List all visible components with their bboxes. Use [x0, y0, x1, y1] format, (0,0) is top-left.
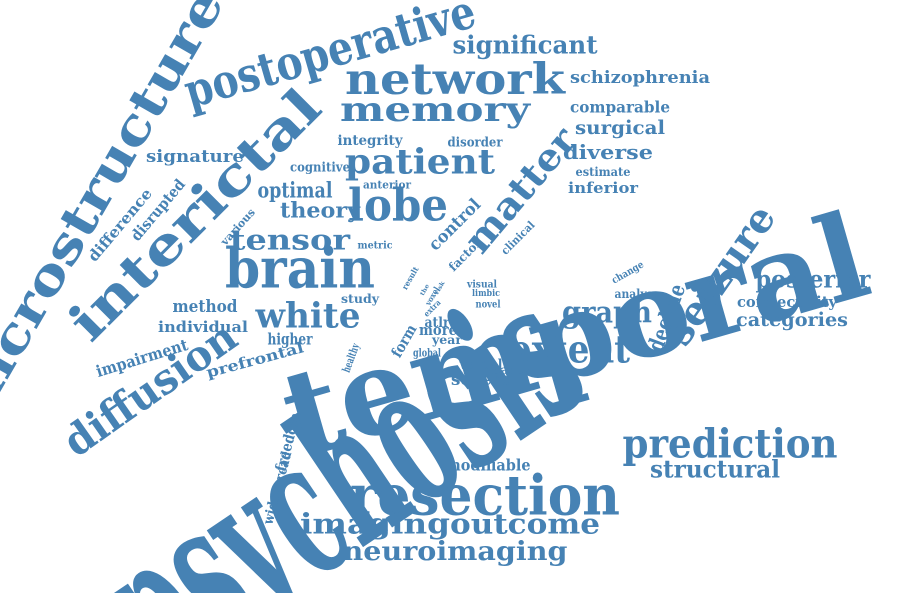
- word-result: result: [399, 264, 420, 291]
- word-based: based: [492, 363, 533, 377]
- word-optimal: optimal: [258, 178, 333, 203]
- word-surgical: surgical: [575, 117, 665, 139]
- word-verbal: verbal: [459, 357, 503, 373]
- word-structural: structural: [650, 455, 780, 484]
- word-significant: significant: [453, 31, 598, 60]
- word-more: more: [419, 321, 457, 339]
- word-diverse: diverse: [563, 140, 653, 164]
- word-year: year: [431, 333, 463, 347]
- word-schizophrenia: schizophrenia: [570, 68, 710, 88]
- word-individual: individual: [158, 318, 248, 336]
- word-analyse: analyse: [615, 287, 660, 301]
- word-graph: graph: [562, 296, 652, 331]
- word-integrity: integrity: [338, 133, 404, 149]
- word-modifiable: modifiable: [446, 456, 531, 475]
- word-tensor: tensor: [230, 224, 351, 257]
- word-prediction: prediction: [623, 421, 838, 468]
- word-cognitive: cognitive: [290, 161, 350, 176]
- word-lobe: lobe: [348, 179, 448, 232]
- word-network: network: [345, 55, 566, 105]
- word-categories: categories: [736, 309, 848, 331]
- word-memory: memory: [340, 90, 532, 130]
- word-imaging: imaging: [300, 508, 450, 541]
- word-inferior: inferior: [568, 179, 639, 197]
- word-connectivity: connectivity: [737, 293, 838, 311]
- word-patient: patient: [345, 142, 495, 183]
- word-higher: higher: [268, 330, 313, 349]
- word-signature: signature: [146, 147, 244, 167]
- word-atlr: atlr: [425, 315, 451, 331]
- word-visual: visual: [466, 280, 497, 291]
- word-brain: brain: [225, 236, 375, 301]
- word-posterior: posterior: [756, 265, 871, 294]
- word-neuroimaging: neuroimaging: [343, 537, 568, 567]
- word-limbic: limbic: [472, 289, 500, 299]
- word-anterior: anterior: [363, 179, 411, 192]
- word-global: global: [413, 347, 441, 360]
- word-disorder: disorder: [448, 136, 503, 151]
- word-study: study: [341, 292, 380, 306]
- word-extent: extent: [510, 327, 630, 372]
- word-method: method: [173, 297, 238, 317]
- word-metric: metric: [358, 241, 393, 252]
- word-theory: theory: [280, 198, 361, 223]
- word-severe: severe: [451, 370, 511, 390]
- word-comparable: comparable: [570, 98, 670, 117]
- word-resection: resection: [350, 463, 620, 528]
- word-white: white: [255, 296, 361, 337]
- word-estimate: estimate: [576, 165, 631, 179]
- word-novel: novel: [476, 300, 501, 311]
- word-outcome: outcome: [450, 508, 600, 541]
